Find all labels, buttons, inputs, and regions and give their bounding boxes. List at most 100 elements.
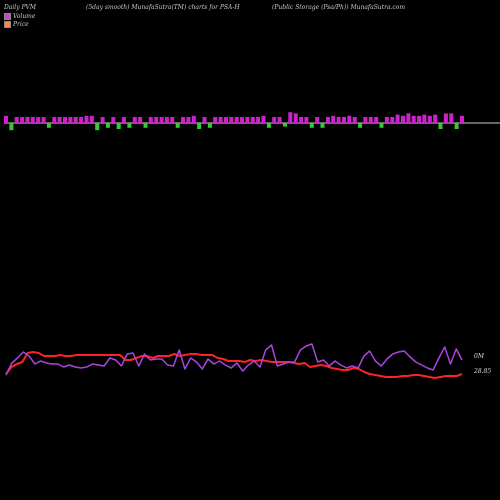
chart-title: (5day smooth) MunafaSutra(TM) charts for…: [86, 4, 240, 11]
volume-bar: [186, 117, 191, 123]
volume-bar: [57, 117, 62, 123]
volume-bar: [342, 117, 346, 123]
volume-bar: [79, 117, 84, 123]
volume-bar: [352, 117, 357, 123]
volume-bar: [105, 123, 110, 128]
volume-bar: [4, 115, 8, 123]
volume-bar: [111, 117, 116, 123]
volume-bar: [154, 117, 159, 123]
volume-bar: [46, 123, 51, 128]
volume-bar: [422, 114, 427, 123]
volume-bar: [100, 117, 105, 123]
volume-bar: [368, 117, 373, 123]
volume-bar: [390, 117, 395, 123]
volume-bar: [240, 117, 244, 123]
volume-bar: [159, 117, 164, 123]
price-line: [5, 351, 463, 379]
volume-axis-label: 0M: [474, 353, 484, 360]
volume-bar: [443, 113, 448, 123]
volume-bar: [245, 117, 250, 123]
volume-bar: [234, 117, 239, 123]
volume-bar: [89, 115, 94, 123]
volume-bar: [138, 117, 143, 123]
volume-bar: [250, 117, 255, 123]
volume-bar: [170, 117, 175, 123]
volume-bar: [277, 117, 282, 123]
volume-bar: [304, 117, 309, 123]
volume-bar: [9, 123, 14, 131]
volume-bar: [272, 117, 277, 123]
volume-bar: [36, 117, 41, 123]
volume-bar: [374, 117, 379, 123]
volume-bar: [52, 117, 57, 123]
volume-bar: [460, 115, 464, 123]
volume-bar: [25, 117, 30, 123]
volume-bar: [433, 114, 438, 123]
chart-type-label: Daily PVM: [4, 4, 37, 11]
volume-bar: [309, 123, 314, 128]
volume-bar: [266, 123, 271, 128]
volume-bar: [256, 117, 261, 123]
volume-bar: [347, 115, 352, 123]
volume-bar: [202, 117, 207, 123]
volume-bar: [320, 123, 325, 128]
volume-bar: [116, 123, 121, 129]
volume-bar: [197, 123, 202, 129]
legend-price: Price: [4, 21, 29, 28]
volume-bar: [14, 117, 19, 123]
volume-bar: [288, 112, 293, 123]
volume-bar: [41, 117, 46, 123]
volume-bar: [261, 115, 266, 123]
volume-bar: [299, 117, 304, 123]
volume-bar: [122, 117, 126, 123]
volume-bar: [454, 123, 459, 129]
volume-bar: [164, 117, 169, 123]
volume-bar: [438, 123, 443, 129]
volume-bar: [379, 123, 384, 128]
legend-price-label: Price: [13, 21, 29, 28]
volume-bar: [395, 114, 400, 123]
volume-bar: [331, 115, 336, 123]
volume-bar: [411, 115, 416, 123]
volume-bar: [95, 123, 100, 131]
legend-volume: Volume: [4, 13, 35, 20]
volume-bar: [406, 113, 411, 123]
legend-volume-label: Volume: [13, 13, 36, 20]
legend-volume-swatch: [4, 13, 11, 20]
volume-bar: [181, 117, 185, 123]
volume-bar: [358, 123, 363, 128]
volume-bar: [191, 115, 196, 123]
volume-bar: [401, 115, 405, 123]
volume-bar: [175, 123, 180, 128]
volume-bar: [127, 123, 132, 128]
volume-bar: [68, 117, 73, 123]
volume-bar: [363, 117, 368, 123]
volume-bar: [213, 117, 218, 123]
volume-bar: [325, 117, 330, 123]
volume-bar: [315, 117, 320, 123]
volume-bar: [336, 117, 341, 123]
volume-bar: [293, 113, 298, 123]
volume-bar: [207, 123, 212, 128]
volume-bar: [132, 117, 137, 123]
volume-bar: [283, 123, 287, 127]
volume-bar: [63, 117, 67, 123]
volume-bar: [224, 117, 228, 123]
volume-bar: [84, 115, 89, 123]
volume-bar: [20, 117, 25, 123]
price-axis-label: 28.85: [474, 368, 492, 375]
volume-bar: [417, 115, 422, 123]
legend-price-swatch: [4, 21, 11, 28]
volume-bar: [148, 117, 153, 123]
volume-bar: [73, 117, 78, 123]
volume-line: [5, 343, 463, 376]
volume-bar: [143, 123, 148, 128]
chart-source: (Public Storage (Psa/Ph)) MunafaSutra.co…: [272, 4, 406, 11]
volume-bar: [449, 113, 454, 123]
volume-bar: [229, 117, 234, 123]
volume-bar: [427, 115, 432, 123]
volume-bar: [384, 117, 389, 123]
volume-bar: [30, 117, 35, 123]
